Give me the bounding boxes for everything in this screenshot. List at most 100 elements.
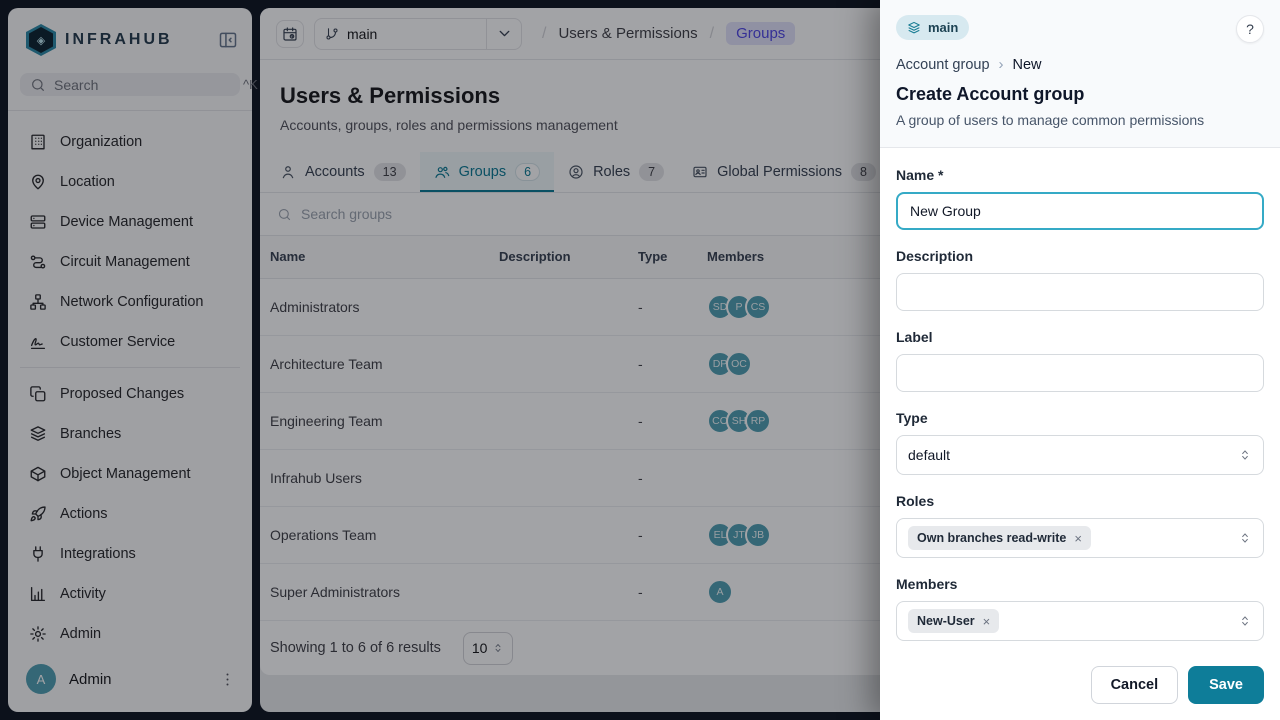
- main-header: main / Users & Permissions / Groups: [260, 8, 1272, 60]
- signature-icon: [29, 333, 47, 351]
- gear-icon: [29, 625, 47, 643]
- sidebar-item-branches[interactable]: Branches: [20, 414, 240, 454]
- bar-chart-icon: [29, 585, 47, 603]
- column-header-type: Type: [628, 236, 697, 279]
- group-name: Administrators: [260, 278, 489, 336]
- name-field[interactable]: [896, 192, 1264, 230]
- network-icon: [29, 293, 47, 311]
- group-name: Operations Team: [260, 506, 489, 564]
- person-icon: [280, 164, 296, 180]
- id-card-icon: [692, 164, 708, 180]
- label-field[interactable]: [896, 354, 1264, 392]
- help-button[interactable]: ?: [1236, 15, 1264, 43]
- kebab-menu-icon[interactable]: [219, 671, 236, 688]
- sidebar-item-integrations[interactable]: Integrations: [20, 534, 240, 574]
- sidebar-divider: [8, 110, 252, 111]
- members-select[interactable]: New-User ×: [896, 601, 1264, 641]
- chevron-down-icon: [487, 25, 521, 42]
- rocket-icon: [29, 505, 47, 523]
- group-type: -: [628, 278, 697, 336]
- sidebar-item-proposed-changes[interactable]: Proposed Changes: [20, 374, 240, 414]
- tab-label: Accounts: [305, 164, 365, 180]
- cancel-button[interactable]: Cancel: [1090, 666, 1179, 704]
- roles-select[interactable]: Own branches read-write ×: [896, 518, 1264, 558]
- type-select[interactable]: default: [896, 435, 1264, 475]
- sidebar-item-label: Object Management: [60, 466, 191, 482]
- create-account-group-drawer: main ? Account group › New Create Accoun…: [880, 0, 1280, 720]
- tab-roles[interactable]: Roles 7: [554, 152, 678, 192]
- avatar: A: [26, 664, 56, 694]
- tab-groups[interactable]: Groups 6: [419, 152, 555, 192]
- page-size-value: 10: [471, 640, 488, 656]
- remove-chip-icon[interactable]: ×: [1074, 530, 1082, 546]
- group-type: -: [628, 449, 697, 507]
- sidebar-item-label: Admin: [60, 626, 102, 642]
- sidebar-item-activity[interactable]: Activity: [20, 574, 240, 614]
- sidebar-item-label: Circuit Management: [60, 254, 190, 270]
- results-summary: Showing 1 to 6 of 6 results: [270, 640, 441, 656]
- infrahub-logo: ◈ INFRAHUB: [26, 24, 173, 56]
- server-icon: [29, 213, 47, 231]
- copy-icon: [29, 385, 47, 403]
- group-description: [489, 506, 628, 564]
- sidebar-item-network-configuration[interactable]: Network Configuration: [20, 282, 240, 322]
- breadcrumb-current[interactable]: Groups: [726, 22, 796, 45]
- sidebar-item-actions[interactable]: Actions: [20, 494, 240, 534]
- save-button[interactable]: Save: [1188, 666, 1264, 704]
- description-field[interactable]: [896, 273, 1264, 311]
- chevron-up-down-icon: [1238, 448, 1252, 462]
- sidebar-item-label: Branches: [60, 426, 122, 442]
- sidebar-item-location[interactable]: Location: [20, 162, 240, 202]
- sidebar-item-admin[interactable]: Admin: [20, 614, 240, 654]
- drawer-breadcrumb-current: New: [1012, 56, 1042, 73]
- sidebar-item-object-management[interactable]: Object Management: [20, 454, 240, 494]
- remove-chip-icon[interactable]: ×: [982, 613, 991, 629]
- tab-label: Groups: [458, 164, 507, 180]
- group-name: Engineering Team: [260, 392, 489, 450]
- sidebar-item-organization[interactable]: Organization: [20, 122, 240, 162]
- user-circle-icon: [568, 164, 584, 180]
- cube-icon: [29, 465, 47, 483]
- chevron-up-down-icon: [1238, 531, 1252, 545]
- drawer-header: main ? Account group › New Create Accoun…: [880, 0, 1280, 148]
- sidebar-nav-secondary: Proposed Changes Branches Object Managemen…: [20, 374, 240, 654]
- branch-selector[interactable]: main: [314, 17, 522, 50]
- breadcrumb-section[interactable]: Users & Permissions: [558, 25, 698, 42]
- sidebar-item-label: Network Configuration: [60, 294, 204, 310]
- sidebar-search-input[interactable]: [54, 76, 235, 93]
- roles-chips: Own branches read-write ×: [908, 526, 1091, 550]
- tab-accounts[interactable]: Accounts 13: [266, 152, 420, 192]
- sidebar-item-customer-service[interactable]: Customer Service: [20, 322, 240, 362]
- sidebar-logo-row: ◈ INFRAHUB: [26, 24, 238, 56]
- member-avatar: OC: [726, 350, 752, 377]
- group-description: [489, 278, 628, 336]
- sidebar-item-label: Proposed Changes: [60, 386, 185, 402]
- git-branch-icon: [325, 27, 339, 41]
- sidebar-item-circuit-management[interactable]: Circuit Management: [20, 242, 240, 282]
- date-time-button[interactable]: [276, 19, 304, 48]
- type-select-value: default: [908, 447, 951, 463]
- sidebar-search[interactable]: ^K: [20, 73, 258, 96]
- sidebar-item-label: Organization: [60, 134, 143, 150]
- title-block: Users & Permissions Accounts, groups, ro…: [260, 60, 1272, 133]
- sidebar-item-device-management[interactable]: Device Management: [20, 202, 240, 242]
- selected-option-chip: New-User ×: [908, 609, 1000, 633]
- sidebar-user-row[interactable]: A Admin: [8, 654, 252, 712]
- column-header-description: Description: [489, 236, 628, 279]
- group-type: -: [628, 563, 697, 621]
- route-icon: [29, 253, 47, 271]
- page-size-select[interactable]: 10: [462, 631, 514, 665]
- group-name: Super Administrators: [260, 563, 489, 621]
- sidebar-item-label: Device Management: [60, 214, 193, 230]
- group-description: [489, 563, 628, 621]
- breadcrumb-separator: /: [542, 24, 547, 42]
- map-pin-icon: [29, 173, 47, 191]
- drawer-breadcrumb-parent[interactable]: Account group: [896, 56, 990, 73]
- group-description: [489, 392, 628, 450]
- tab-global-permissions[interactable]: Global Permissions 8: [678, 152, 890, 192]
- table-footer: Showing 1 to 6 of 6 results 10: [260, 621, 1272, 676]
- calendar-clock-icon: [282, 26, 298, 42]
- column-header-name: Name: [260, 236, 489, 279]
- group-name: Infrahub Users: [260, 449, 489, 507]
- collapse-sidebar-icon[interactable]: [218, 30, 238, 50]
